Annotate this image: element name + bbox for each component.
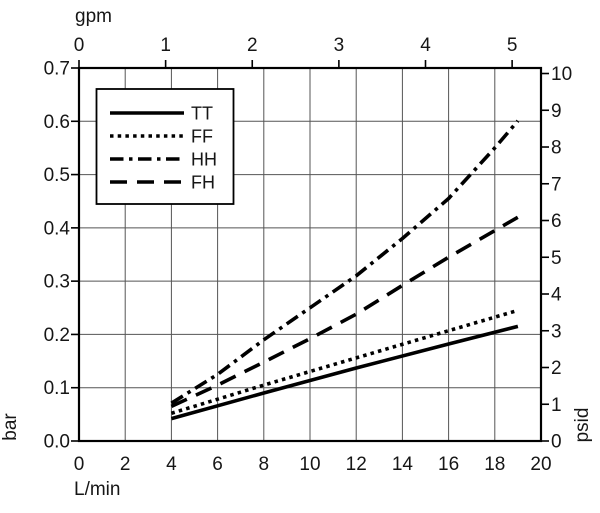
left-axis-title: bar xyxy=(0,413,21,441)
top-axis-title: gpm xyxy=(75,6,112,27)
bottom-tick-label: 10 xyxy=(299,454,320,475)
top-tick-label: 3 xyxy=(334,35,345,56)
right-tick-label: 2 xyxy=(551,358,562,379)
right-tick-label: 9 xyxy=(551,101,562,122)
bottom-tick-label: 12 xyxy=(346,454,367,475)
series-line-hh xyxy=(170,119,520,405)
left-tick-label: 0.7 xyxy=(44,59,70,80)
legend: TT FF HH FH xyxy=(95,88,235,205)
right-tick-label: 5 xyxy=(551,248,562,269)
series-line-ff xyxy=(170,308,519,416)
right-tick-label: 6 xyxy=(551,211,562,232)
top-tick-label: 4 xyxy=(420,35,431,56)
right-tick-label: 10 xyxy=(551,64,572,85)
right-axis-title: psid xyxy=(572,408,593,443)
legend-label-hh: HH xyxy=(191,150,217,170)
left-tick-label: 0.6 xyxy=(44,112,70,133)
legend-label-ff: FF xyxy=(191,127,213,147)
bottom-tick-label: 18 xyxy=(484,454,505,475)
bottom-axis-title: L/min xyxy=(74,479,120,500)
right-tick-label: 3 xyxy=(551,321,562,342)
bottom-tick-label: 0 xyxy=(74,454,85,475)
axis-tick-labels: 0 1 2 3 4 50 2 4 6 8 10 12 14 16 18 200.00.10.20.30.40.… xyxy=(44,35,573,475)
left-tick-label: 0.1 xyxy=(44,378,70,399)
left-tick-label: 0.4 xyxy=(44,218,71,239)
left-tick-label: 0.2 xyxy=(44,325,70,346)
bottom-tick-label: 8 xyxy=(259,454,270,475)
series-lines xyxy=(170,119,520,421)
series-line-fh xyxy=(170,215,519,409)
series-line-tt xyxy=(170,324,519,421)
top-tick-label: 1 xyxy=(160,35,171,56)
plot-border xyxy=(77,66,543,443)
legend-box xyxy=(95,88,235,205)
bottom-tick-label: 14 xyxy=(392,454,414,475)
left-tick-label: 0.5 xyxy=(44,165,70,186)
right-tick-label: 7 xyxy=(551,174,562,195)
axis-ticks xyxy=(71,60,549,442)
bottom-tick-label: 2 xyxy=(120,454,131,475)
right-tick-label: 4 xyxy=(551,285,562,306)
bottom-tick-label: 4 xyxy=(166,454,177,475)
left-tick-label: 0.3 xyxy=(44,272,70,293)
top-tick-label: 0 xyxy=(74,35,85,56)
right-tick-label: 0 xyxy=(551,432,562,453)
right-tick-label: 8 xyxy=(551,138,562,159)
legend-label-fh: FH xyxy=(191,173,215,193)
top-tick-label: 2 xyxy=(247,35,258,56)
bottom-tick-label: 16 xyxy=(438,454,459,475)
top-tick-label: 5 xyxy=(507,35,518,56)
left-tick-label: 0.0 xyxy=(44,432,70,453)
legend-items: TT FF HH FH xyxy=(110,104,217,193)
right-tick-label: 1 xyxy=(551,395,562,416)
legend-label-tt: TT xyxy=(191,104,213,124)
bottom-tick-label: 6 xyxy=(212,454,223,475)
bottom-tick-label: 20 xyxy=(530,454,551,475)
